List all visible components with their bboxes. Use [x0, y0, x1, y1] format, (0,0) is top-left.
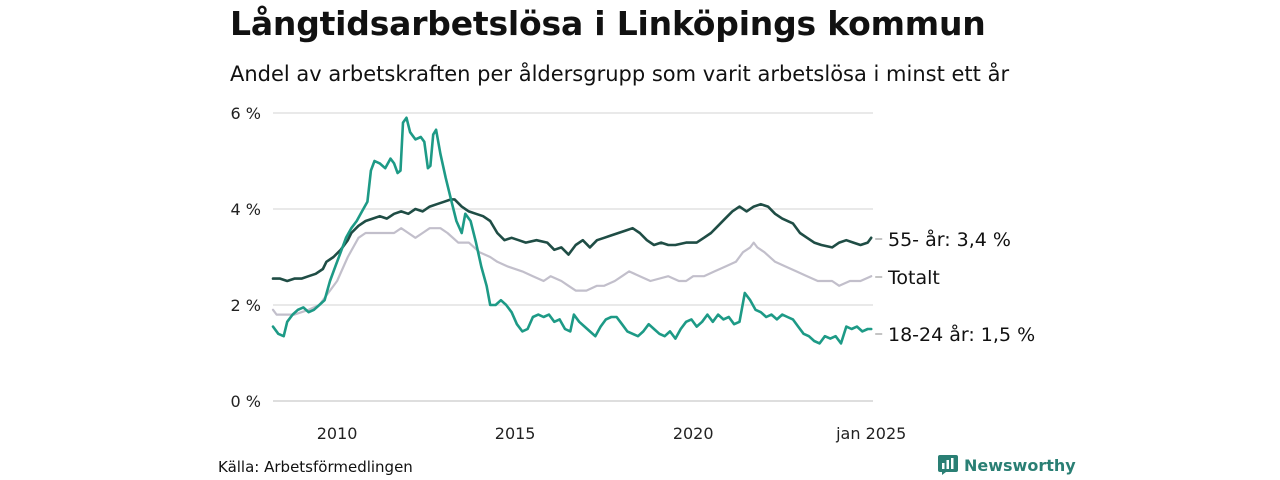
x-tick-label: 2010	[317, 424, 358, 443]
series-end-labels: Totalt 55- år: 3,4 % 18-24 år: 1,5 %	[875, 228, 1035, 346]
series-lines	[271, 116, 873, 345]
end-label-series_55: 55- år: 3,4 %	[888, 228, 1011, 251]
series-line-series_total	[271, 227, 873, 316]
source-note: Källa: Arbetsförmedlingen	[218, 458, 413, 476]
y-tick-label: 6 %	[231, 104, 261, 123]
y-axis-ticks: 0 % 2 % 4 % 6 %	[231, 104, 261, 411]
x-axis-ticks: 2010 2015 2020 jan 2025	[317, 424, 907, 443]
series-line-series_18_24	[271, 116, 873, 345]
series-line-series_55	[271, 198, 873, 283]
chart-subtitle: Andel av arbetskraften per åldersgrupp s…	[230, 62, 1010, 86]
y-tick-label: 2 %	[231, 296, 261, 315]
chart-title: Långtidsarbetslösa i Linköpings kommun	[230, 4, 986, 43]
x-tick-label: 2020	[673, 424, 714, 443]
x-tick-label: 2015	[495, 424, 536, 443]
x-tick-label: jan 2025	[835, 424, 906, 443]
bar-chart-icon	[938, 455, 958, 475]
y-tick-label: 0 %	[231, 392, 261, 411]
end-label-series_18_24: 18-24 år: 1,5 %	[888, 323, 1035, 346]
end-label-series_total: Totalt	[887, 267, 940, 289]
y-tick-label: 4 %	[231, 200, 261, 219]
brand-logo[interactable]: Newsworthy	[938, 455, 1076, 475]
brand-name: Newsworthy	[964, 455, 1076, 475]
gridlines	[273, 112, 873, 402]
